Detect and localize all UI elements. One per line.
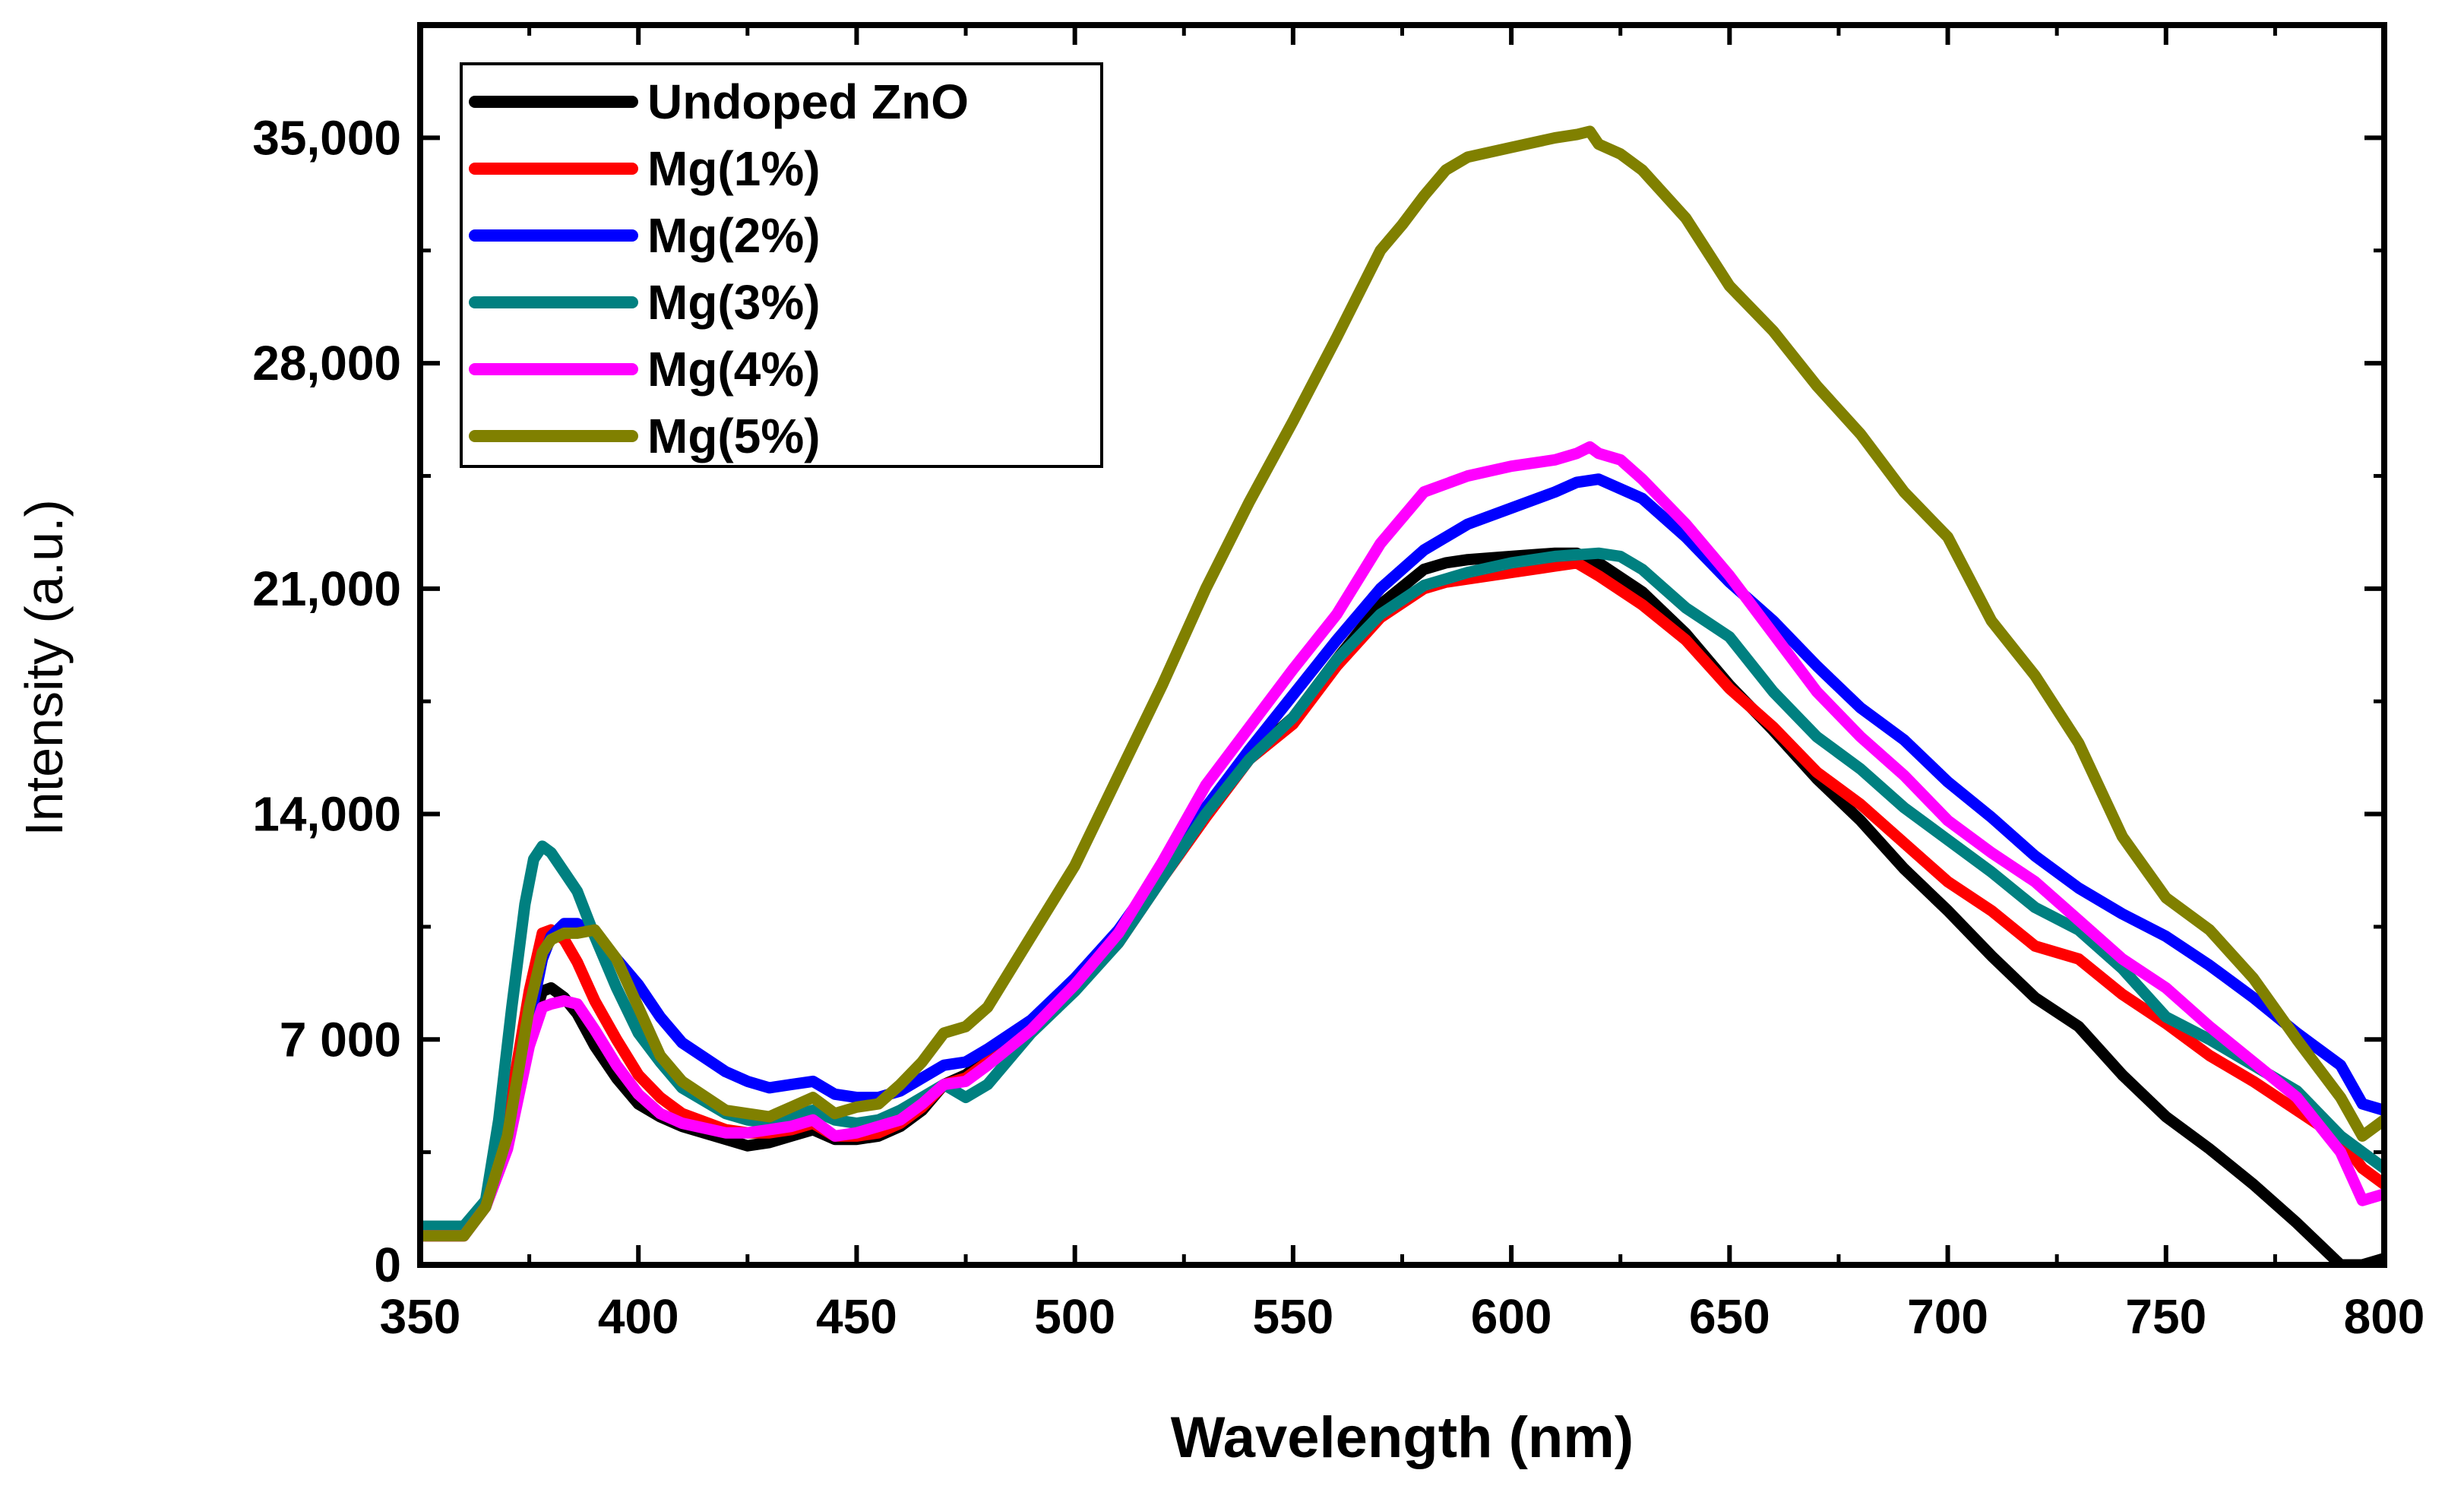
y-axis: 0 7 000 14,000 21,000 28,000 35,000 bbox=[252, 23, 2384, 1292]
x-tick-label: 500 bbox=[1034, 1289, 1115, 1344]
x-tick-label: 700 bbox=[1907, 1289, 1988, 1344]
legend-label: Mg(4%) bbox=[647, 342, 821, 397]
series-line-5 bbox=[420, 125, 2384, 1242]
series-line-4 bbox=[420, 441, 2384, 1242]
y-axis-title: Intensity (a.u.) bbox=[14, 499, 74, 836]
legend-label: Mg(5%) bbox=[647, 409, 821, 463]
x-tick-label: 400 bbox=[598, 1289, 679, 1344]
x-tick-label: 800 bbox=[2344, 1289, 2425, 1344]
x-axis-title: Wavelength (nm) bbox=[1171, 1405, 1634, 1470]
legend: Undoped ZnO Mg(1%) Mg(2%) Mg(3%) Mg(4%) Mg(5%… bbox=[460, 62, 1103, 468]
legend-label: Mg(1%) bbox=[647, 141, 821, 196]
x-tick-label: 450 bbox=[816, 1289, 897, 1344]
y-tick-label: 14,000 bbox=[252, 787, 401, 842]
y-tick-label: 0 bbox=[374, 1238, 401, 1292]
x-tick-label: 600 bbox=[1471, 1289, 1552, 1344]
x-tick-label: 650 bbox=[1689, 1289, 1770, 1344]
series-line-0 bbox=[420, 547, 2384, 1265]
x-tick-label: 350 bbox=[380, 1289, 461, 1344]
series-line-3 bbox=[420, 547, 2384, 1232]
y-tick-label: 7 000 bbox=[280, 1012, 401, 1067]
legend-label: Mg(2%) bbox=[647, 208, 821, 263]
x-axis: 350 400 450 500 550 600 650 700 750 800 bbox=[380, 25, 2425, 1344]
legend-label: Undoped ZnO bbox=[647, 74, 969, 129]
x-tick-label: 550 bbox=[1252, 1289, 1333, 1344]
series-layer bbox=[420, 125, 2384, 1265]
y-tick-label: 28,000 bbox=[252, 336, 401, 390]
legend-label: Mg(3%) bbox=[647, 275, 821, 330]
x-tick-label: 750 bbox=[2125, 1289, 2206, 1344]
y-tick-label: 21,000 bbox=[252, 561, 401, 616]
y-tick-label: 35,000 bbox=[252, 110, 401, 165]
legend-box bbox=[460, 62, 1103, 468]
